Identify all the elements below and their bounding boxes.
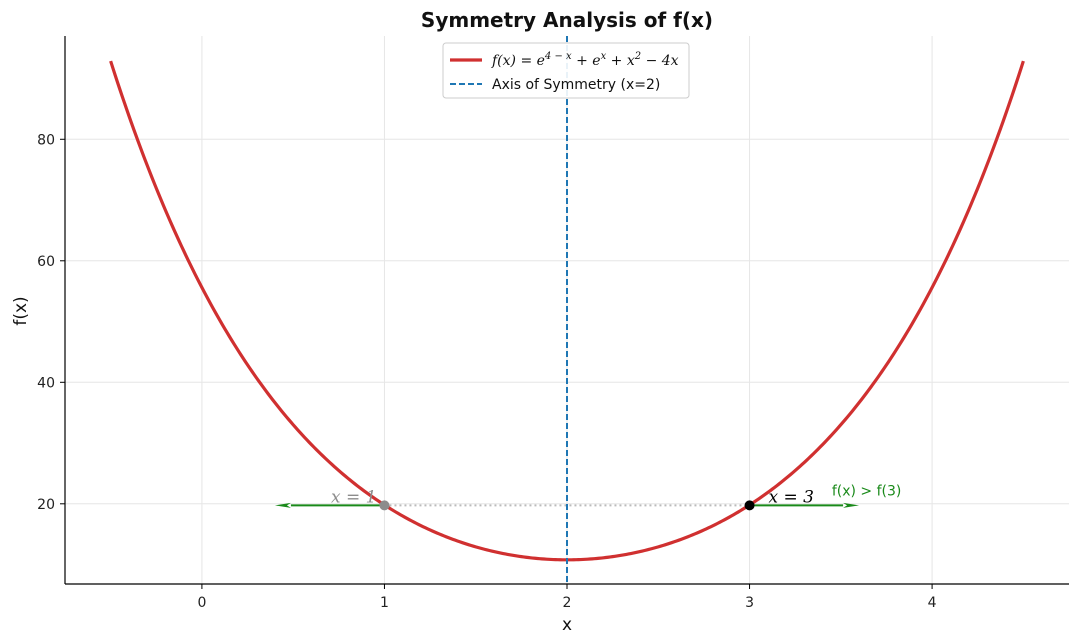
x-tick-label: 0 xyxy=(197,595,206,611)
y-ticks: 20 40 60 80 xyxy=(37,132,65,513)
x-ticks: 0 1 2 3 4 xyxy=(197,584,937,611)
point-label-1: x = 1 xyxy=(331,487,376,507)
chart-title: Symmetry Analysis of f(x) xyxy=(421,8,713,32)
y-tick-label: 20 xyxy=(37,497,55,513)
point-marker-2 xyxy=(744,500,755,511)
x-tick-label: 1 xyxy=(380,595,389,611)
arrow-head-1 xyxy=(274,502,291,508)
inequality-annotation: f(x) > f(3) xyxy=(832,484,902,500)
y-tick-label: 80 xyxy=(37,132,55,148)
legend: f(x) = e4 − x + ex + x2 − 4x Axis of Sym… xyxy=(442,42,690,99)
x-axis-label: x xyxy=(562,615,572,635)
legend-box xyxy=(442,42,690,99)
annotation-arrows xyxy=(274,502,860,508)
x-tick-label: 2 xyxy=(563,595,572,611)
legend-label-function: f(x) = e4 − x + ex + x2 − 4x xyxy=(491,51,679,69)
arrow-head-2 xyxy=(843,502,860,508)
data-points: x = 1 x = 3 xyxy=(331,487,814,511)
y-tick-label: 40 xyxy=(37,375,55,391)
x-tick-label: 3 xyxy=(745,595,754,611)
y-axis-label: f(x) xyxy=(11,296,31,325)
point-marker-1 xyxy=(379,500,390,511)
point-label-2: x = 3 xyxy=(769,487,814,507)
legend-label-axis: Axis of Symmetry (x=2) xyxy=(492,77,660,93)
y-tick-label: 60 xyxy=(37,254,55,270)
x-tick-label: 4 xyxy=(928,595,937,611)
